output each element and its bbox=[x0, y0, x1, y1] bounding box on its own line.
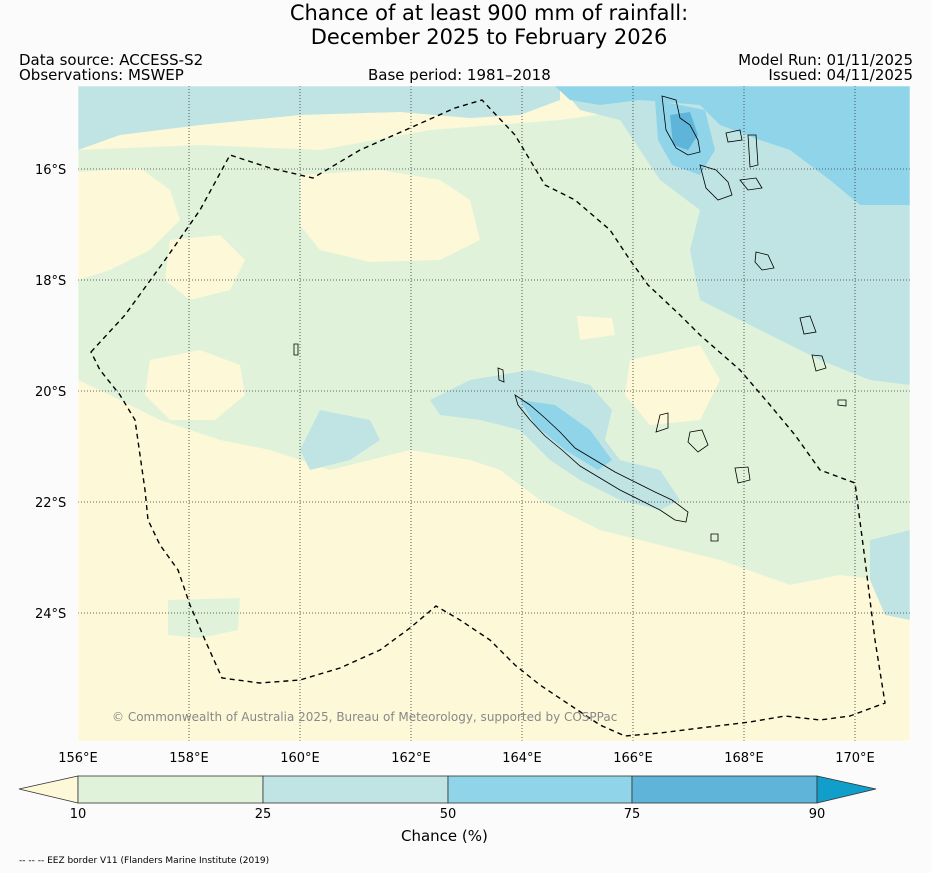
lon-label: 170°E bbox=[835, 751, 875, 766]
colorbar-tick: 50 bbox=[439, 807, 457, 822]
graticule bbox=[78, 86, 910, 741]
colorbar-tick: 75 bbox=[623, 807, 641, 822]
vanuatu-coastline bbox=[811, 354, 827, 372]
loyalty-islands-coastline bbox=[734, 466, 751, 484]
colorbar bbox=[18, 775, 877, 804]
lon-label: 158°E bbox=[169, 751, 209, 766]
small-island-coastline bbox=[497, 367, 505, 383]
colorbar-extend-high bbox=[816, 775, 877, 804]
lon-labels: 156°E 158°E 160°E 162°E 164°E 166°E 168°… bbox=[58, 751, 875, 766]
colorbar-segment-50-75 bbox=[447, 775, 633, 804]
title-line-2: December 2025 to February 2026 bbox=[310, 25, 668, 49]
base-period-label: Base period: 1981–2018 bbox=[368, 66, 551, 84]
eez-footnote: -- -- -- EEZ border V11 (Flanders Marine… bbox=[19, 856, 270, 866]
vanuatu-coastline bbox=[754, 251, 775, 271]
small-island-coastline bbox=[293, 343, 299, 356]
issued-label: Issued: 04/11/2025 bbox=[768, 66, 913, 84]
lat-label: 22°S bbox=[35, 496, 66, 511]
copyright-notice: © Commonwealth of Australia 2025, Bureau… bbox=[112, 710, 617, 724]
loyalty-islands-coastline bbox=[655, 412, 669, 433]
lon-label: 168°E bbox=[724, 751, 764, 766]
colorbar-segment-75-90 bbox=[631, 775, 818, 804]
lon-label: 160°E bbox=[280, 751, 320, 766]
vanuatu-coastline bbox=[725, 129, 743, 143]
vanuatu-coastline bbox=[739, 177, 763, 191]
lon-label: 166°E bbox=[613, 751, 653, 766]
band-25-50 bbox=[78, 86, 560, 150]
vanuatu-coastline bbox=[699, 164, 733, 201]
model-run-label: Model Run: 01/11/2025 bbox=[738, 51, 913, 69]
vanuatu-coastline bbox=[747, 134, 759, 168]
lon-label: 156°E bbox=[58, 751, 98, 766]
band-below-10 bbox=[145, 350, 245, 420]
band-25-50 bbox=[870, 530, 910, 620]
lon-label: 162°E bbox=[391, 751, 431, 766]
colorbar-segment-10-25 bbox=[77, 775, 264, 804]
vanuatu-coastline bbox=[799, 315, 817, 335]
colorbar-title: Chance (%) bbox=[401, 827, 488, 845]
band-below-10 bbox=[625, 345, 720, 425]
band-below-10 bbox=[78, 168, 180, 280]
vanuatu-coastline bbox=[661, 95, 701, 156]
band-25-50 bbox=[300, 410, 380, 470]
map-frame bbox=[77, 85, 911, 742]
new-caledonia-coastline bbox=[514, 394, 689, 523]
band-50-75 bbox=[520, 400, 612, 470]
data-source-label: Data source: ACCESS-S2 bbox=[19, 51, 204, 69]
lat-labels: 16°S 18°S 20°S 22°S 24°S bbox=[35, 163, 66, 622]
title-line-1: Chance of at least 900 mm of rainfall: bbox=[289, 1, 689, 25]
eez-border bbox=[90, 99, 886, 737]
lat-label: 20°S bbox=[35, 385, 66, 400]
probability-field: © Commonwealth of Australia 2025, Bureau… bbox=[78, 86, 910, 741]
coastlines bbox=[293, 95, 847, 542]
vanuatu-coastline bbox=[837, 399, 847, 407]
band-below-10 bbox=[577, 316, 615, 340]
colorbar-tick: 10 bbox=[69, 807, 87, 822]
vanuatu-coastline bbox=[710, 533, 719, 542]
colorbar-tick: 25 bbox=[254, 807, 272, 822]
colorbar-segment-25-50 bbox=[262, 775, 449, 804]
colorbar-tick: 90 bbox=[808, 807, 826, 822]
band-below-10 bbox=[300, 170, 480, 262]
lat-label: 24°S bbox=[35, 607, 66, 622]
band-75-90 bbox=[670, 112, 698, 150]
band-50-75 bbox=[555, 86, 910, 205]
observations-label: Observations: MSWEP bbox=[19, 66, 184, 84]
band-10-25 bbox=[168, 598, 240, 638]
colorbar-extend-low bbox=[18, 775, 79, 804]
loyalty-islands-coastline bbox=[687, 429, 709, 453]
band-below-10 bbox=[165, 235, 245, 300]
lon-label: 164°E bbox=[502, 751, 542, 766]
lat-label: 16°S bbox=[35, 163, 66, 178]
lat-label: 18°S bbox=[35, 274, 66, 289]
